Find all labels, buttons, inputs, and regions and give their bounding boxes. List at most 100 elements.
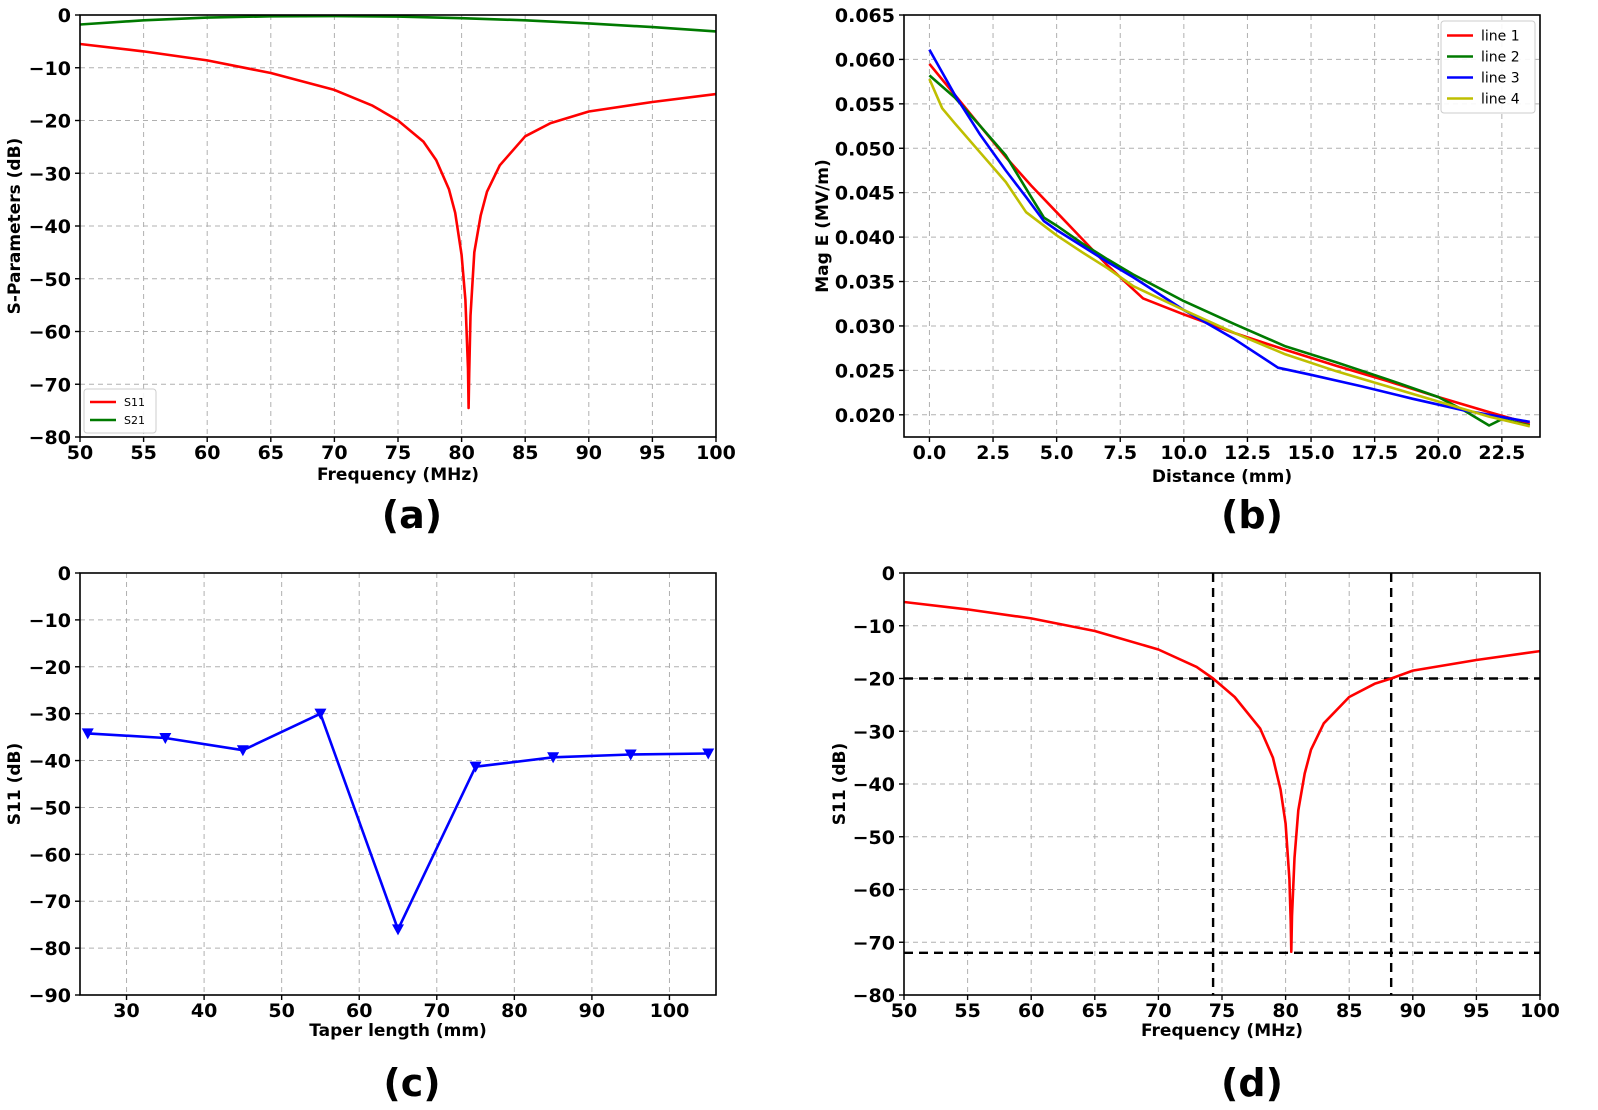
panel-d-caption: (d) [1221,1061,1283,1105]
panel-d: (d) 50 55 60 65 70 75 80 85 90 95 100 0 −10 −20 −30 −40… [830,563,1560,1105]
panel-b-x-tick-label: 7.5 [1103,442,1137,464]
panel-c-caption: (c) [383,1061,440,1105]
panel-c-series-point [547,752,560,764]
panel-b-y-tick-label: 0.055 [835,94,895,116]
panel-b-series-line-4-line [928,78,1531,428]
panel-a-legend-label: S21 [124,414,145,427]
panel-b-y-tick-label: 0.035 [835,272,895,294]
panel-d-y-tick-label: −50 [853,827,895,849]
panel-b-x-tick-label: 20.0 [1415,442,1462,464]
panel-d-plot-frame [903,572,1541,996]
panel-c-y-tick-label: −80 [29,938,71,960]
panel-d-x-tick-label: 55 [954,1000,980,1022]
panel-d-x-tick-label: 65 [1082,1000,1108,1022]
panel-c-series-point [81,728,94,740]
panel-b-y-tick-label: 0.025 [835,360,895,382]
panel-d-y-tick-label: −30 [853,721,895,743]
panel-a: (a) 50 55 60 65 70 75 80 85 90 95 100 0 −10 −20 −30 −40… [5,5,736,537]
panel-c-series-point [702,748,715,760]
panel-b-legend-label: line 2 [1481,50,1520,66]
panel-d-y-tick-label: −10 [853,616,895,638]
panel-c-y-tick-label: −60 [29,844,71,866]
panel-b-y-tick-label: 0.060 [835,49,895,71]
panel-b-y-axis-label: Mag E (MV/m) [813,159,833,293]
panel-b-x-tick-label: 12.5 [1224,442,1271,464]
panel-b-y-tick-label: 0.050 [835,138,895,160]
panel-d-y-tick-label: 0 [882,563,895,585]
panel-c-x-tick-label: 40 [191,1000,217,1022]
panel-d-y-tick-label: −20 [853,669,895,691]
panel-c-plot-frame [79,572,717,996]
panel-c-x-tick-label: 70 [424,1000,450,1022]
panel-c-y-tick-label: −30 [29,704,71,726]
panel-d-y-tick-label: −70 [853,932,895,954]
panel-a-y-tick-label: 0 [58,5,71,27]
panel-c-y-tick-label: −40 [29,751,71,773]
panel-c-x-tick-label: 80 [501,1000,527,1022]
panel-c-y-tick-label: −90 [29,985,71,1007]
panel-b: (b) 0.0 2.5 5.0 7.5 10.0 12.5 15.0 17.5 20.0 22.5… [813,5,1541,537]
panel-c-y-tick-label: 0 [58,563,71,585]
panel-a-x-tick-label: 55 [130,442,156,464]
panel-b-y-tick-label: 0.030 [835,316,895,338]
panel-c-y-tick-label: −50 [29,797,71,819]
panel-a-y-tick-label: −10 [29,58,71,80]
panel-c-x-tick-label: 60 [346,1000,372,1022]
panel-b-x-tick-label: 15.0 [1288,442,1335,464]
panel-a-series-s11-line [80,42,716,410]
panel-a-x-axis-label: Frequency (MHz) [317,465,479,485]
panel-c-y-tick-label: −70 [29,891,71,913]
panel-c-series-point [469,761,482,773]
panel-a-y-tick-label: −70 [29,374,71,396]
panel-c: (c) 30 40 50 60 70 80 90 100 0 −10 −20 −30 −40 −50 −60… [5,563,717,1105]
panel-d-x-tick-label: 85 [1336,1000,1362,1022]
panel-c-x-axis-label: Taper length (mm) [309,1021,487,1041]
panel-d-y-tick-label: −40 [853,774,895,796]
panel-d-x-tick-label: 100 [1520,1000,1560,1022]
panel-d-y-tick-label: −60 [853,880,895,902]
panel-c-y-tick-label: −10 [29,610,71,632]
panel-a-y-axis-label: S-Parameters (dB) [5,138,25,315]
panel-d-y-tick-label: −80 [853,985,895,1007]
panel-b-x-axis-label: Distance (mm) [1152,467,1292,487]
panel-a-x-tick-label: 60 [194,442,220,464]
panel-a-y-tick-label: −60 [29,322,71,344]
panel-a-x-tick-label: 75 [385,442,411,464]
panel-b-x-tick-label: 10.0 [1160,442,1207,464]
panel-a-y-tick-label: −30 [29,163,71,185]
panel-c-series-point [624,749,637,761]
panel-b-x-tick-label: 17.5 [1351,442,1398,464]
panel-b-legend-label: line 4 [1481,92,1520,108]
panel-b-caption: (b) [1221,493,1283,537]
panel-b-legend-label: line 1 [1481,29,1520,45]
panel-a-y-tick-label: −80 [29,427,71,449]
panel-d-y-axis-label: S11 (dB) [830,743,850,826]
panel-d-x-axis-label: Frequency (MHz) [1141,1021,1303,1041]
panel-b-x-tick-label: 5.0 [1040,442,1074,464]
panel-b-y-tick-label: 0.065 [835,5,895,27]
panel-a-x-tick-label: 90 [576,442,602,464]
panel-a-plot-frame [79,14,717,438]
panel-b-x-tick-label: 2.5 [976,442,1010,464]
panel-c-x-tick-label: 100 [650,1000,690,1022]
panel-a-legend-box [83,388,157,434]
panel-a-y-tick-label: −40 [29,216,71,238]
panel-b-legend: line 1 line 2 line 3 line 4 [1440,20,1536,114]
panel-d-x-tick-label: 95 [1463,1000,1489,1022]
panel-b-y-tick-label: 0.045 [835,183,895,205]
panel-c-x-tick-label: 90 [579,1000,605,1022]
panel-b-y-tick-label: 0.040 [835,227,895,249]
panel-d-x-tick-label: 90 [1400,1000,1426,1022]
panel-a-x-tick-label: 100 [696,442,736,464]
panel-a-y-tick-label: −50 [29,269,71,291]
panel-d-x-tick-label: 80 [1272,1000,1298,1022]
panel-d-x-tick-label: 75 [1209,1000,1235,1022]
panel-b-plot-frame [903,14,1541,438]
panel-a-x-tick-label: 85 [512,442,538,464]
panel-d-series-1-line [904,600,1540,954]
panel-b-legend-box [1440,20,1536,114]
panel-b-x-tick-label: 22.5 [1478,442,1525,464]
panel-d-x-tick-label: 60 [1018,1000,1044,1022]
